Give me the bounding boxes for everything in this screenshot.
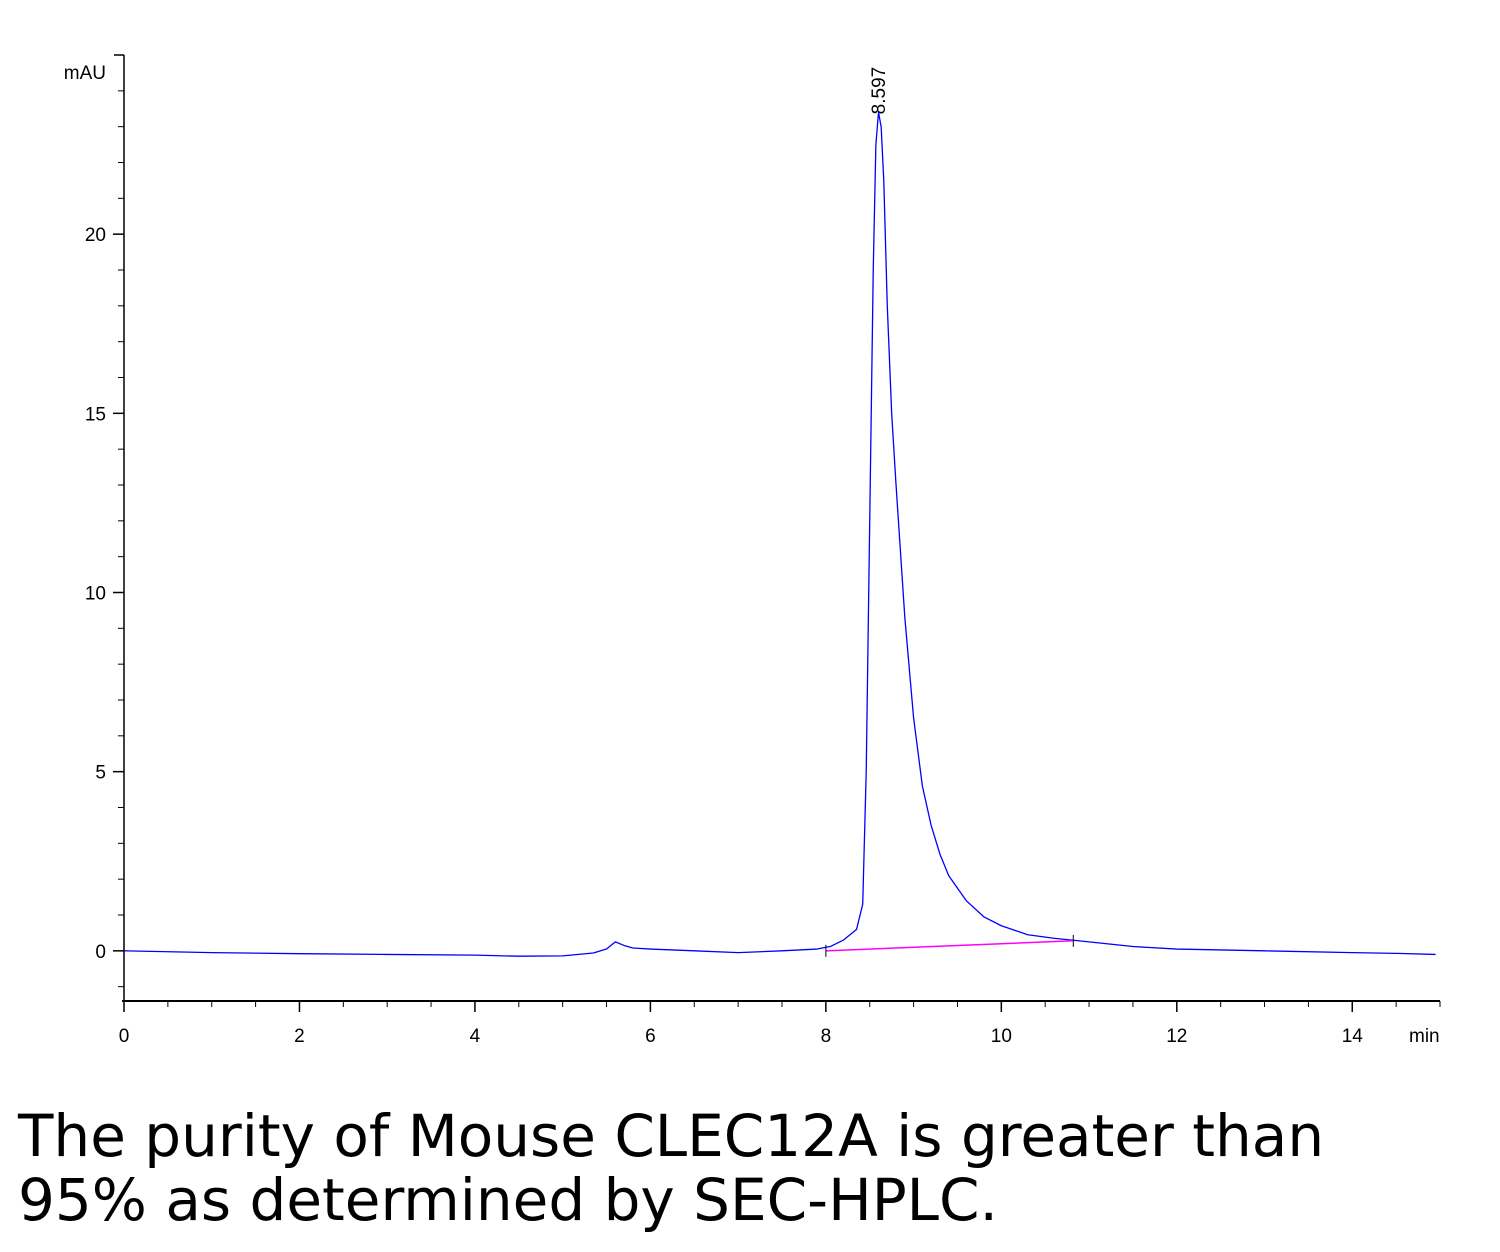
y-tick-label: 10 <box>85 584 106 605</box>
y-minor-ticks <box>118 54 124 988</box>
y-tick-label: 5 <box>95 763 106 784</box>
y-axis-unit-label: mAU <box>64 63 106 84</box>
caption-line-1: The purity of Mouse CLEC12A is greater t… <box>18 1102 1325 1170</box>
chromatogram-trace <box>123 111 1436 957</box>
integration-baseline <box>825 940 1074 952</box>
y-axis: 0 5 10 15 20 mAU <box>64 54 125 1001</box>
y-tick-label: 15 <box>85 404 106 425</box>
y-major-ticks: 0 5 10 15 20 <box>85 225 124 963</box>
y-tick-label: 0 <box>95 942 106 963</box>
x-tick-label: 12 <box>1166 1026 1187 1047</box>
plot-area <box>123 111 1436 957</box>
x-tick-label: 0 <box>119 1026 130 1047</box>
x-axis-unit-label: min <box>1409 1026 1440 1047</box>
x-tick-label: 2 <box>294 1026 305 1047</box>
y-tick-label: 20 <box>85 225 106 246</box>
x-tick-label: 14 <box>1342 1026 1364 1047</box>
x-tick-label: 4 <box>470 1026 481 1047</box>
caption-line-2: 95% as determined by SEC-HPLC. <box>18 1166 998 1234</box>
chromatogram-chart: 0 5 10 15 20 mAU 0 2 4 6 8 10 12 14 min 8.597 <box>64 54 1441 1047</box>
figure-caption: The purity of Mouse CLEC12A is greater t… <box>18 1104 1478 1232</box>
x-axis: 0 2 4 6 8 10 12 14 min <box>119 1000 1441 1047</box>
x-minor-ticks <box>167 1001 1441 1007</box>
x-tick-label: 6 <box>645 1026 656 1047</box>
peak-retention-time-label: 8.597 <box>869 67 890 115</box>
x-tick-label: 10 <box>991 1026 1012 1047</box>
x-major-ticks: 0 2 4 6 8 10 12 14 <box>119 1001 1364 1047</box>
x-tick-label: 8 <box>821 1026 832 1047</box>
